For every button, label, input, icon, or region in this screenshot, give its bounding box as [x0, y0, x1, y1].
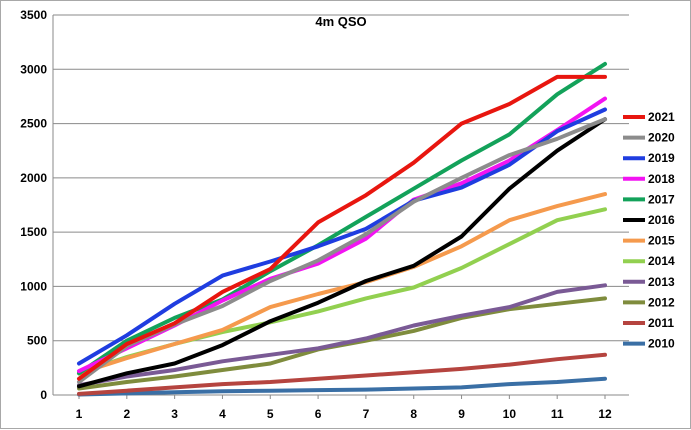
series-line-2016: [77, 117, 607, 389]
legend-label-2020: 2020: [648, 131, 675, 145]
series-line-2013: [77, 283, 607, 388]
x-tick-label: 11: [551, 407, 564, 421]
legend-label-2018: 2018: [648, 172, 675, 186]
chart-title: 4m QSO: [315, 14, 366, 29]
legend: 2021 2020 2019 2018 2017 2016 2015 2014 2013 2012…: [623, 110, 675, 351]
y-tick-label: 2500: [20, 117, 47, 131]
x-tick-label: 1: [76, 407, 83, 421]
y-tick-label: 3000: [20, 62, 47, 76]
x-tick-label: 8: [410, 407, 417, 421]
legend-label-2012: 2012: [648, 295, 675, 309]
y-tick-label: 3500: [20, 8, 47, 22]
legend-label-2021: 2021: [648, 110, 675, 124]
x-tick-label: 6: [315, 407, 322, 421]
legend-label-2011: 2011: [648, 316, 674, 330]
legend-label-2013: 2013: [648, 275, 675, 289]
legend-label-2016: 2016: [648, 213, 675, 227]
series-line-2019: [77, 107, 607, 366]
series-line-2017: [77, 61, 607, 376]
series-line-2015: [77, 192, 607, 376]
y-tick-label: 500: [27, 334, 47, 348]
x-tick-label: 12: [598, 407, 612, 421]
series-line-2021: [77, 74, 607, 381]
x-tick-label: 9: [458, 407, 465, 421]
x-tick-label: 3: [171, 407, 178, 421]
x-tick-label: 10: [503, 407, 517, 421]
x-tick-label: 2: [123, 407, 130, 421]
x-tick-label: 4: [219, 407, 226, 421]
series-lines: [77, 61, 607, 397]
legend-label-2010: 2010: [648, 337, 675, 351]
x-tick-label: 7: [363, 407, 370, 421]
legend-label-2014: 2014: [648, 254, 675, 268]
series-line-2011: [77, 352, 607, 396]
legend-label-2019: 2019: [648, 151, 675, 165]
y-tick-label: 2000: [20, 171, 47, 185]
y-tick-label: 0: [40, 388, 47, 402]
legend-label-2015: 2015: [648, 234, 675, 248]
y-tick-label: 1500: [20, 225, 47, 239]
x-tick-label: 5: [267, 407, 274, 421]
legend-label-2017: 2017: [648, 192, 675, 206]
y-tick-label: 1000: [20, 279, 47, 293]
series-line-2010: [77, 376, 607, 397]
